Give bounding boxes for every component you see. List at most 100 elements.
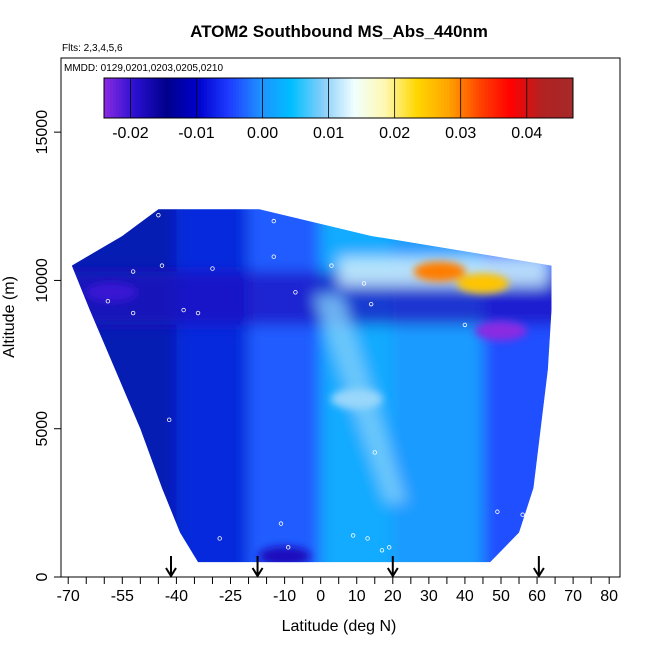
colorbar-band [224,78,228,118]
colorbar-band [514,78,518,118]
colorbar-band [297,78,301,118]
colorbar-band [350,78,354,118]
colorbar-band [502,78,507,118]
feature-blob [413,261,466,282]
colorbar-band [332,78,337,118]
sample-point [286,545,291,550]
colorbar-band [206,78,211,118]
plot-area: MMDD: 0129,0201,0203,0205,0210 -0.02 -0.0… [60,57,621,578]
x-axis: -70 -55 -40 -25 -10 0 10 20 30 40 50 60 70 80 [57,577,618,605]
colorbar-band [444,78,448,118]
dates-subtitle: MMDD: 0129,0201,0203,0205,0210 [64,63,223,74]
colorbar-band [306,78,310,118]
colorbar-band [282,78,287,118]
colorbar-band [159,78,164,118]
colorbar-band [558,78,562,118]
sample-point [80,304,85,310]
colorbar-band [359,78,363,118]
colorbar-band [361,78,366,118]
colorbar-band [344,78,348,118]
colorbar-band [300,78,304,118]
colorbar-band [139,78,143,118]
colorbar-band [312,78,316,118]
colorbar-band [373,78,378,118]
colorbar-band [215,78,219,118]
colorbar-band [397,78,401,118]
colorbar-band [109,78,114,118]
colorbar-band [567,78,571,118]
colorbar-band [238,78,243,118]
colorbar-band [341,78,345,118]
sample-point [329,263,334,268]
colorbar-band [549,78,553,118]
colorbar-band [353,78,357,118]
colorbar-band [145,78,149,118]
curtain-heatmap [69,209,552,563]
colorbar-band [209,78,213,118]
sample-point [520,512,525,517]
x-tick-label: -40 [165,588,188,605]
sample-point [462,322,468,328]
colorbar-band [420,78,425,118]
colorbar-band [543,78,548,118]
colorbar-band [323,78,328,118]
colorbar-band [180,78,184,118]
y-tick-label: 15000 [34,110,51,155]
sample-point [166,417,172,423]
colorbar-band [268,78,272,118]
colorbar-band [115,78,120,118]
y-tick-label: 5000 [34,411,51,447]
feature-blob [474,320,527,341]
sample-point [293,290,298,295]
colorbar-band [464,78,468,118]
colorbar-band [435,78,439,118]
colorbar-band [124,78,128,118]
colorbar-band [230,78,234,118]
colorbar-tick-label: 0.04 [511,125,542,142]
colorbar-band [338,78,342,118]
colorbar-band [241,78,246,118]
colorbar-band [441,78,445,118]
y-tick-label: 0 [34,572,51,581]
colorbar-band [168,78,172,118]
colorbar-band [470,78,474,118]
colorbar-band [476,78,480,118]
colorbar-band [402,78,407,118]
sample-point [495,509,500,514]
colorbar-band [276,78,281,118]
colorbar-band [285,78,290,118]
feature-blob [258,546,311,563]
sample-point [271,254,276,259]
colorbar-band [455,78,460,118]
sample-point [365,536,370,541]
x-tick-label: 40 [456,588,474,605]
feature-blob [330,389,383,410]
colorbar-band [232,78,237,118]
colorbar-band [540,78,545,118]
arrow-head [386,567,399,578]
colorbar-band [150,78,155,118]
colorbar-band [534,78,539,118]
colorbar-band [461,78,466,118]
colorbar-band [400,78,404,118]
colorbar-band [106,78,111,118]
sample-point [69,275,75,280]
colorbar-band [537,78,542,118]
sample-point [350,533,356,538]
sample-point [181,307,186,313]
colorbar-band [227,78,231,118]
colorbar-band [288,78,293,118]
sample-point [195,310,201,316]
colorbar-band [162,78,167,118]
colorbar-band [212,78,216,118]
colorbar-band [347,78,351,118]
colorbar-band [200,78,205,118]
colorbar-band [317,78,322,118]
colorbar-band [555,78,559,118]
colorbar-band [426,78,430,118]
colorbar-band [130,78,134,118]
colorbar-band [414,78,419,118]
colorbar-band [482,78,486,118]
sample-point [271,218,276,224]
sample-point [94,358,100,363]
